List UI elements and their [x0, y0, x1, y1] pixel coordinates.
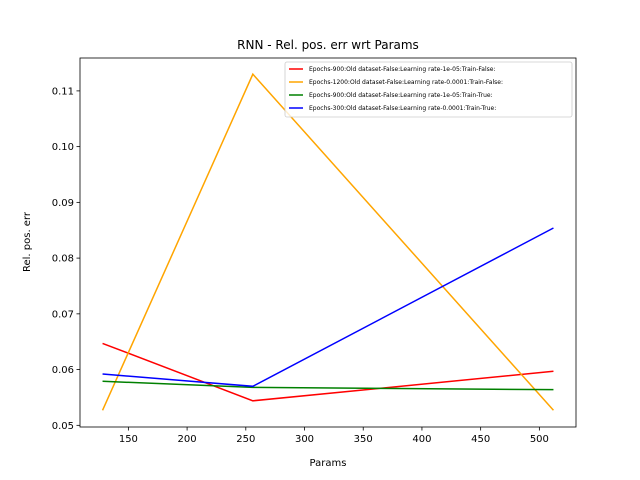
y-tick-label: 0.11: [52, 86, 74, 97]
series-line-3: [102, 380, 554, 391]
series-line-2: [101, 72, 555, 411]
y-tick-label: 0.10: [52, 142, 74, 153]
y-tick-label: 0.07: [52, 309, 74, 320]
x-tick-label: 450: [471, 434, 490, 445]
x-tick-label: 250: [236, 434, 255, 445]
series-line-4: [102, 227, 554, 388]
x-axis-ticks: 150 200 250 300 350 400 450 500: [119, 427, 549, 445]
legend-frame: [284, 61, 573, 118]
y-axis-label: Rel. pos. err: [22, 211, 33, 272]
plot-area-frame: [79, 57, 577, 428]
x-tick-label: 500: [530, 434, 549, 445]
y-axis-ticks: 0.05 0.06 0.07 0.08 0.09 0.10 0.11: [52, 86, 80, 432]
legend-label-1: Epochs-900:Old dataset-False:Learning ra…: [309, 66, 495, 73]
y-tick-label: 0.06: [52, 365, 74, 376]
legend-label-3: Epochs-900:Old dataset-False:Learning ra…: [309, 92, 493, 99]
x-tick-label: 150: [119, 434, 138, 445]
series-line-1: [102, 342, 554, 402]
chart-title: RNN - Rel. pos. err wrt Params: [237, 38, 419, 52]
x-tick-label: 200: [178, 434, 197, 445]
x-axis-label: Params: [310, 458, 347, 469]
x-tick-label: 300: [295, 434, 314, 445]
series-layer: [101, 72, 555, 411]
legend-label-4: Epochs-300:Old dataset-False:Learning ra…: [309, 105, 496, 112]
y-tick-label: 0.05: [52, 421, 74, 432]
x-tick-label: 350: [354, 434, 373, 445]
y-tick-label: 0.08: [52, 254, 74, 265]
y-tick-label: 0.09: [52, 198, 74, 209]
legend-label-2: Epochs-1200:Old dataset-False:Learning r…: [309, 79, 503, 86]
legend: Epochs-900:Old dataset-False:Learning ra…: [284, 61, 573, 118]
x-tick-label: 400: [412, 434, 431, 445]
